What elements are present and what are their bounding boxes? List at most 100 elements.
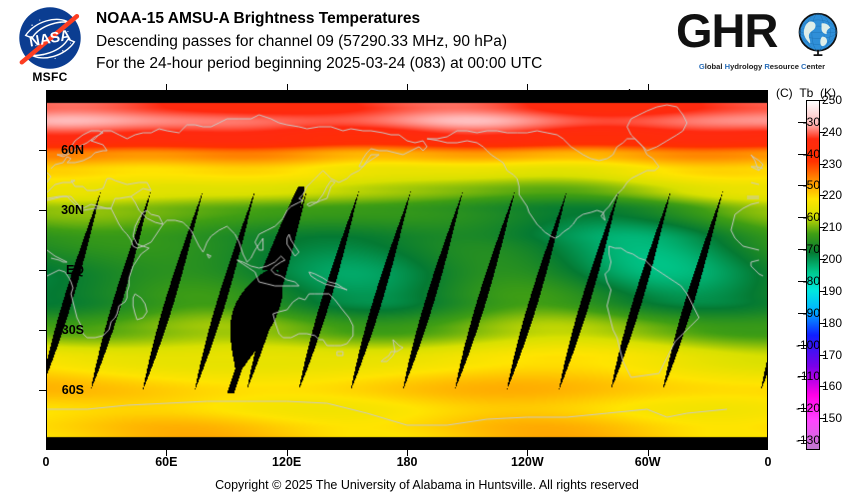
x-axis-tick-top bbox=[286, 84, 288, 90]
colorbar-kelvin-label: 230 bbox=[822, 156, 843, 171]
ghrc-tag-h: H bbox=[724, 62, 731, 71]
x-axis-tick-top bbox=[527, 84, 529, 90]
x-axis-tick bbox=[166, 450, 168, 456]
colorbar-kelvin-label: 200 bbox=[822, 252, 843, 267]
left-arrow-annotation-icon bbox=[628, 89, 664, 101]
y-axis-label: 60S bbox=[61, 383, 84, 397]
y-axis-tick bbox=[39, 210, 46, 211]
colorbar-celsius-tick bbox=[798, 280, 806, 282]
colorbar-kelvin-tick bbox=[820, 195, 826, 197]
colorbar-celsius-tick bbox=[798, 153, 806, 155]
x-axis-label: 120W bbox=[511, 455, 544, 469]
nasa-meatball-icon: NASA bbox=[19, 7, 81, 69]
colorbar-kelvin-label: 250 bbox=[822, 93, 843, 107]
title-block: NOAA-15 AMSU-A Brightness Temperatures D… bbox=[96, 8, 676, 76]
colorbar-kelvin-label: 160 bbox=[822, 379, 843, 394]
colorbar-kelvin-tick bbox=[820, 131, 826, 133]
colorbar-celsius-tick bbox=[798, 249, 806, 251]
colorbar-kelvin-label: 240 bbox=[822, 124, 843, 139]
colorbar bbox=[806, 100, 820, 450]
x-axis-tick bbox=[527, 450, 529, 456]
colorbar-celsius-tick bbox=[798, 408, 806, 410]
colorbar-celsius-label: -30 bbox=[802, 114, 820, 129]
colorbar-celsius-tick bbox=[798, 217, 806, 219]
colorbar-variable-label: Tb bbox=[799, 86, 814, 100]
x-axis-label: 0 bbox=[764, 455, 772, 469]
x-axis-tick-top bbox=[166, 84, 168, 90]
colorbar-kelvin-tick bbox=[820, 290, 826, 292]
colorbar-kelvin-label: 220 bbox=[822, 188, 843, 203]
ghrc-tag-c: C bbox=[801, 62, 807, 71]
colorbar-celsius-label: -50 bbox=[802, 178, 820, 193]
colorbar-kelvin-label: 170 bbox=[822, 347, 843, 362]
colorbar-kelvin-tick bbox=[820, 163, 826, 165]
colorbar-kelvin-tick bbox=[820, 386, 826, 388]
ghrc-tag-esource: esource bbox=[769, 62, 802, 71]
ghrc-tag-lobal: lobal bbox=[704, 62, 725, 71]
colorbar-celsius-label: -60 bbox=[802, 210, 820, 225]
period-subtitle: For the 24-hour period beginning 2025-03… bbox=[96, 55, 543, 72]
globe-icon bbox=[798, 12, 838, 56]
x-axis-label: 60W bbox=[634, 455, 661, 469]
colorbar-celsius-tick bbox=[798, 121, 806, 123]
colorbar-celsius-tick bbox=[798, 312, 806, 314]
x-axis-tick bbox=[286, 450, 288, 456]
colorbar-celsius-label: -40 bbox=[802, 146, 820, 161]
y-axis-label: 60N bbox=[61, 143, 84, 157]
x-axis-tick bbox=[407, 450, 408, 456]
colorbar-header: (C) Tb (K) bbox=[776, 86, 854, 100]
x-axis-tick-top bbox=[407, 84, 408, 90]
colorbar-kelvin-label: 210 bbox=[822, 220, 843, 235]
ghrc-tag-r: R bbox=[764, 62, 770, 71]
colorbar-kelvin-tick bbox=[820, 354, 826, 356]
ghrc-acronym: GHR bbox=[676, 4, 778, 57]
x-axis-label: 120E bbox=[272, 455, 302, 469]
colorbar-kelvin-tick bbox=[820, 418, 826, 420]
x-axis-tick-top bbox=[647, 84, 649, 90]
colorbar-celsius-tick bbox=[798, 439, 806, 441]
x-axis-tick bbox=[647, 450, 649, 456]
ghrc-tagline: Global Hydrology Resource Center bbox=[678, 62, 846, 71]
colorbar-celsius-label: -70 bbox=[802, 242, 820, 257]
ghrc-logo-block: GHR Global Hydrology Resource Center bbox=[676, 2, 848, 82]
svg-text:NASA: NASA bbox=[28, 28, 72, 51]
colorbar-celsius-label: -80 bbox=[802, 273, 820, 288]
ghrc-tag-g: G bbox=[698, 62, 705, 71]
colorbar-kelvin-tick bbox=[820, 227, 826, 229]
x-axis-label: 0 bbox=[42, 455, 50, 469]
y-axis-tick bbox=[39, 270, 46, 271]
colorbar-celsius-label: -100 bbox=[795, 337, 820, 352]
colorbar-kelvin-tick bbox=[820, 322, 826, 324]
y-axis-label: 30S bbox=[61, 323, 84, 337]
colorbar-kelvin-label: 150 bbox=[822, 411, 843, 426]
map-raster bbox=[47, 91, 767, 449]
colorbar-celsius-tick bbox=[798, 185, 806, 187]
colorbar-unit-kelvin: (K) bbox=[820, 86, 837, 100]
nasa-center-label: MSFC bbox=[32, 70, 68, 84]
colorbar-celsius-label: -90 bbox=[802, 305, 820, 320]
brightness-temperature-map bbox=[46, 90, 768, 450]
colorbar-kelvin-tick bbox=[820, 100, 826, 101]
ghrc-tag-enter: enter bbox=[806, 62, 826, 71]
colorbar-celsius-label: -130 bbox=[795, 432, 820, 447]
colorbar-kelvin-tick bbox=[820, 259, 826, 261]
y-axis-tick bbox=[39, 390, 46, 391]
page-title: NOAA-15 AMSU-A Brightness Temperatures bbox=[96, 10, 421, 27]
copyright-notice: Copyright © 2025 The University of Alaba… bbox=[215, 478, 639, 492]
colorbar-celsius-label: -120 bbox=[795, 401, 820, 416]
y-axis-label: EQ bbox=[65, 263, 84, 277]
colorbar-celsius-label: -110 bbox=[796, 369, 820, 384]
colorbar-kelvin-label: 180 bbox=[822, 315, 843, 330]
colorbar-unit-celsius: (C) bbox=[776, 86, 793, 100]
colorbar-kelvin-label: 190 bbox=[822, 283, 843, 298]
colorbar-celsius-tick bbox=[798, 376, 806, 378]
colorbar-gradient bbox=[807, 101, 819, 449]
ghrc-tag-ydrology: ydrology bbox=[730, 62, 765, 71]
channel-subtitle: Descending passes for channel 09 (57290.… bbox=[96, 32, 507, 50]
y-axis-label: 30N bbox=[61, 203, 84, 217]
x-axis-label: 180 bbox=[396, 455, 418, 469]
nasa-logo-block: NASA MSFC bbox=[8, 4, 92, 86]
x-axis-label: 60E bbox=[155, 455, 178, 469]
colorbar-celsius-tick bbox=[798, 344, 806, 346]
